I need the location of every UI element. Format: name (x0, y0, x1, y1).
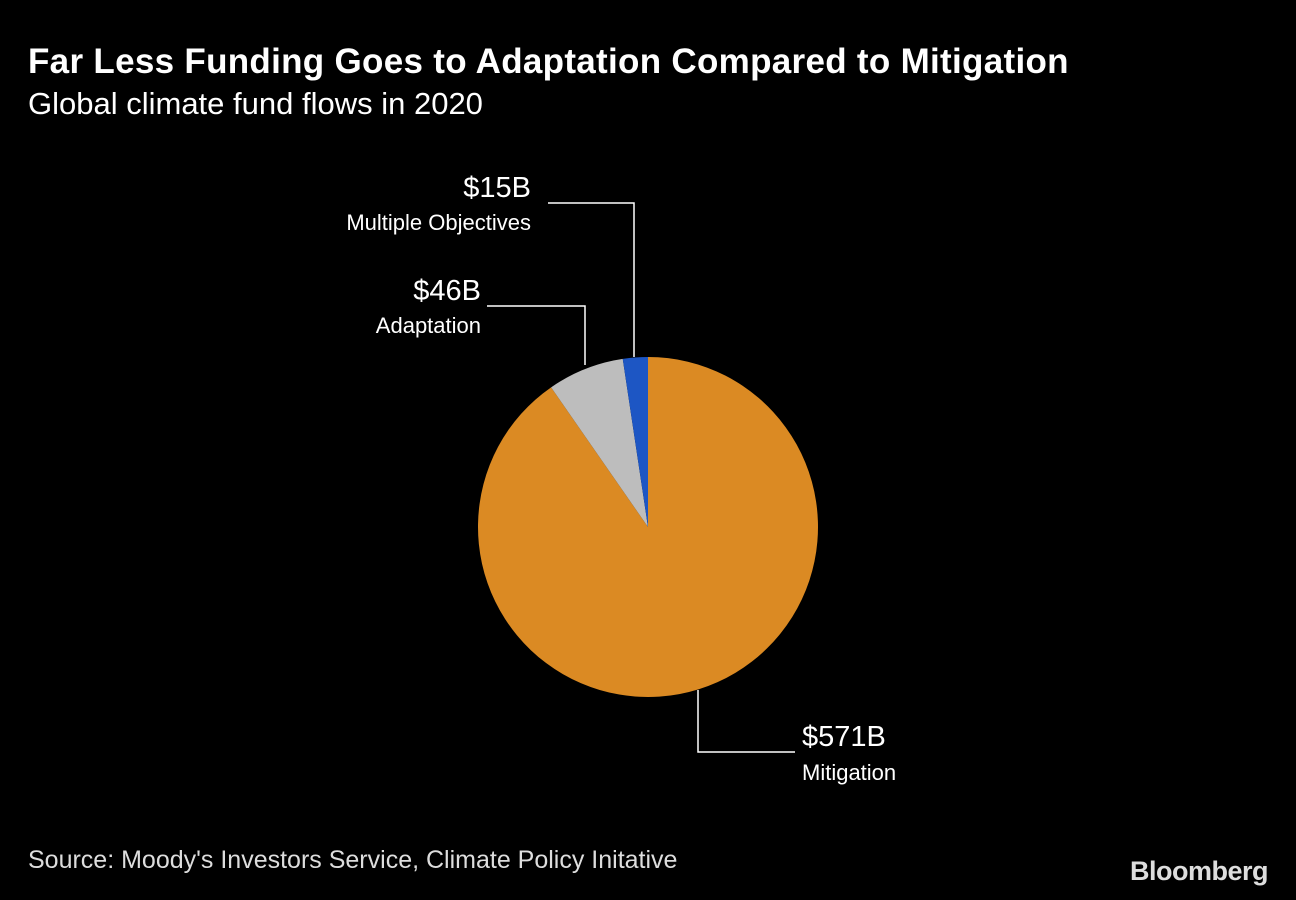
category-label-adaptation: Adaptation (376, 313, 481, 338)
pie-slice-multiple-objectives (622, 357, 648, 527)
value-label-multiple-objectives: $15B (463, 172, 531, 204)
source-note: Source: Moody's Investors Service, Clima… (28, 846, 678, 874)
category-label-mitigation: Mitigation (802, 760, 896, 785)
leader-line-mitigation (697, 690, 795, 753)
value-label-mitigation: $571B (802, 721, 886, 753)
leader-line-adaptation (487, 305, 586, 365)
bloomberg-logo: Bloomberg (1129, 856, 1269, 886)
chart-title: Far Less Funding Goes to Adaptation Comp… (28, 42, 1069, 81)
pie-slice-adaptation (551, 358, 648, 527)
category-label-multiple-objectives: Multiple Objectives (346, 210, 531, 235)
leader-line-multiple-objectives (548, 202, 635, 357)
chart-subtitle: Global climate fund flows in 2020 (28, 86, 483, 121)
value-label-adaptation: $46B (413, 275, 481, 307)
